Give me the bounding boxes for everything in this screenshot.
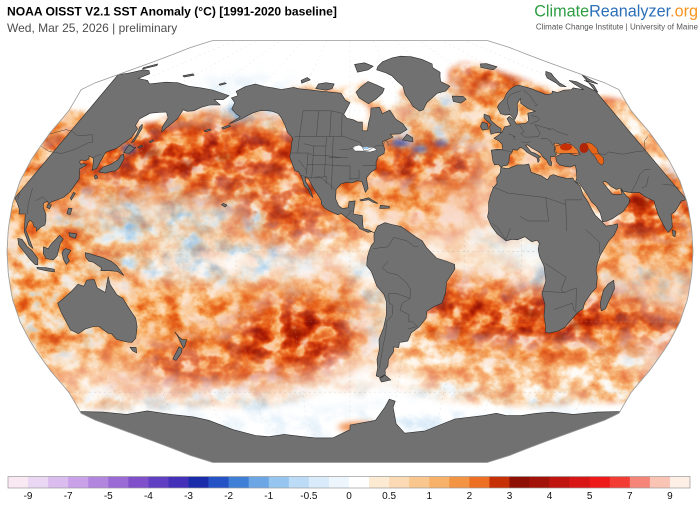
svg-text:-4: -4 — [144, 491, 153, 502]
svg-text:2: 2 — [467, 491, 473, 502]
svg-text:1: 1 — [426, 491, 432, 502]
svg-text:0: 0 — [346, 491, 352, 502]
svg-text:3: 3 — [507, 491, 513, 502]
svg-text:4: 4 — [547, 491, 553, 502]
svg-text:-9: -9 — [24, 491, 33, 502]
svg-text:ClimateReanalyzer.org: ClimateReanalyzer.org — [534, 3, 698, 21]
svg-text:-2: -2 — [224, 491, 233, 502]
svg-text:-1: -1 — [264, 491, 273, 502]
svg-text:7: 7 — [627, 491, 633, 502]
svg-text:0.5: 0.5 — [382, 491, 396, 502]
svg-text:Wed, Mar 25, 2026 | preliminar: Wed, Mar 25, 2026 | preliminary — [7, 21, 177, 35]
svg-text:-5: -5 — [104, 491, 113, 502]
svg-text:9: 9 — [667, 491, 673, 502]
svg-text:NOAA OISST V2.1 SST Anomaly (°: NOAA OISST V2.1 SST Anomaly (°C) [1991-2… — [7, 5, 337, 19]
svg-text:5: 5 — [587, 491, 593, 502]
svg-text:-3: -3 — [184, 491, 193, 502]
svg-text:-7: -7 — [64, 491, 73, 502]
svg-text:-0.5: -0.5 — [300, 491, 318, 502]
svg-text:Climate Change Institute | Uni: Climate Change Institute | University of… — [536, 23, 699, 32]
